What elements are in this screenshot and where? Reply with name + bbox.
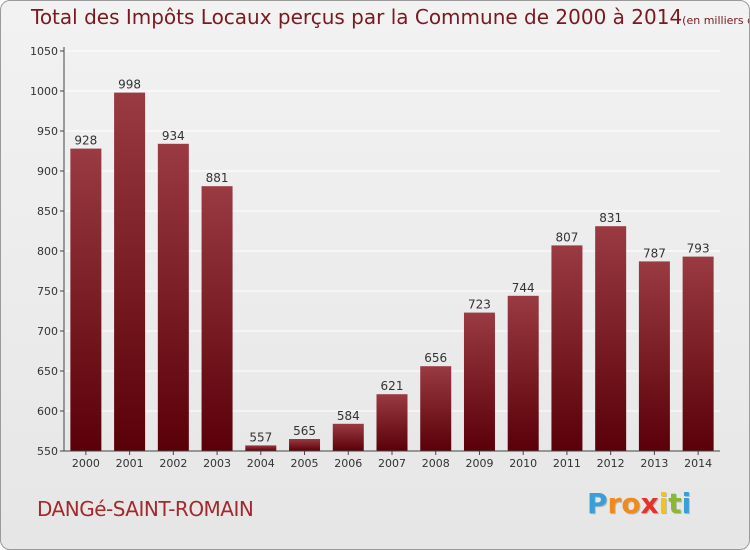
bar [551,245,583,451]
data-label: 807 [555,230,578,244]
x-tick-label: 2009 [465,457,493,470]
data-label: 934 [162,129,185,143]
bar [376,394,408,451]
logo-letter: i [681,487,692,520]
y-tick-label: 1050 [30,45,58,58]
logo-letter: r [607,487,622,520]
data-label: 621 [381,379,404,393]
bar [595,226,627,451]
data-label: 831 [599,211,622,225]
bar [70,148,102,451]
chart-title-unit: (en milliers d'€) [682,14,749,27]
data-labels: 928 998 934 881 557 565 584 621 656 723 744 807 831 7… [74,78,709,445]
bar [114,92,146,451]
y-tick-label: 900 [37,165,58,178]
x-tick-label: 2007 [378,457,406,470]
bar [507,295,539,451]
data-label: 787 [643,246,666,260]
data-label: 998 [118,78,141,92]
x-tick-label: 2005 [291,457,319,470]
y-tick-label: 550 [37,445,58,458]
bar [332,423,364,451]
logo-letter: o [621,487,641,520]
y-tick-label: 800 [37,245,58,258]
x-tick-label: 2004 [247,457,275,470]
x-tick-label: 2011 [553,457,581,470]
logo-letter: i [658,487,669,520]
data-label: 881 [206,171,229,185]
data-label: 723 [468,298,491,312]
x-tick-label: 2008 [422,457,450,470]
bar [201,186,233,451]
data-label: 793 [687,242,710,256]
logo-letter: P [587,487,608,520]
bar [682,256,714,451]
commune-name: DANGé-SAINT-ROMAIN [37,497,254,521]
y-tick-label: 600 [37,405,58,418]
data-label: 656 [424,351,447,365]
x-tick-label: 2010 [509,457,537,470]
y-tick-label: 750 [37,285,58,298]
x-tick-label: 2002 [159,457,187,470]
data-label: 565 [293,424,316,438]
x-tick-label: 2014 [684,457,712,470]
y-tick-label: 650 [37,365,58,378]
x-tick-label: 2001 [116,457,144,470]
axes: 550 600 650 700 750 800 850 900 950 1000 1050 2000 2… [30,45,720,470]
bars [70,92,714,452]
bar [245,445,277,451]
data-label: 557 [249,430,272,444]
logo-letter: x [640,487,659,520]
data-label: 744 [512,281,535,295]
bar [420,366,452,451]
data-label: 928 [74,134,97,148]
y-tick-label: 850 [37,205,58,218]
x-tick-label: 2000 [72,457,100,470]
proxiti-logo: Proxiti [587,487,691,520]
y-tick-label: 700 [37,325,58,338]
x-tick-label: 2006 [334,457,362,470]
bar [463,312,495,451]
logo-letter: t [668,487,682,520]
data-label: 584 [337,409,360,423]
bar [157,143,189,452]
chart-title-main: Total des Impôts Locaux perçus par la Co… [31,5,683,29]
y-tick-label: 1000 [30,85,58,98]
chart-title: Total des Impôts Locaux perçus par la Co… [31,5,749,29]
bar [289,439,321,451]
x-tick-label: 2012 [597,457,625,470]
y-tick-label: 950 [37,125,58,138]
x-tick-label: 2003 [203,457,231,470]
bar [638,261,670,451]
x-tick-label: 2013 [640,457,668,470]
